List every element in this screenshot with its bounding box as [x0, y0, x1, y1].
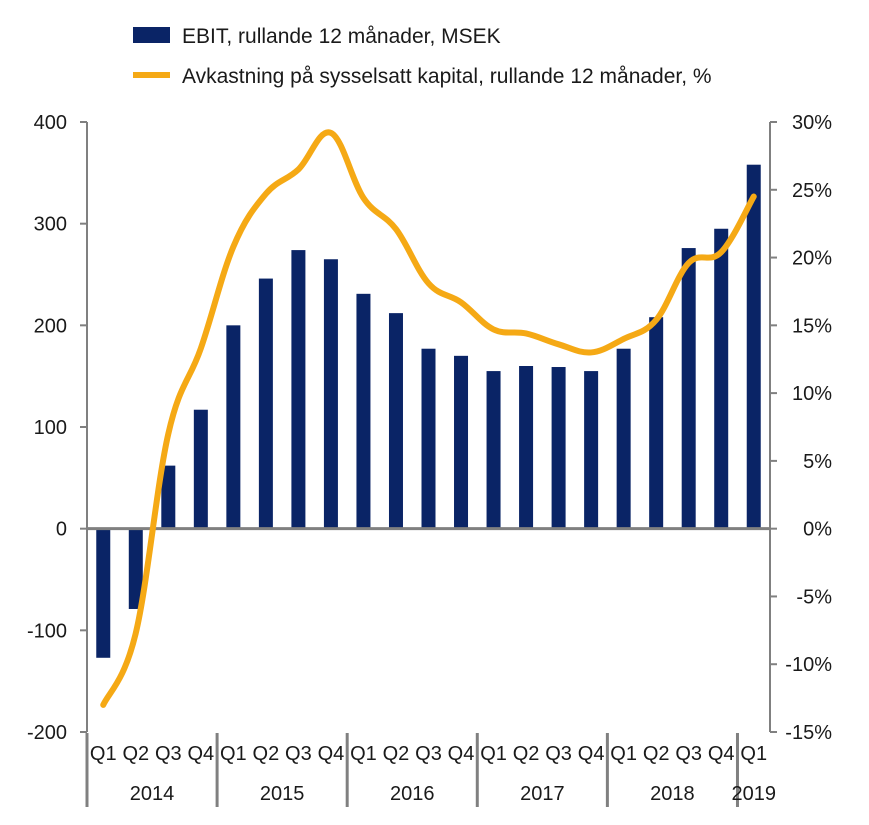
y-left-tick-label: -100 [27, 620, 67, 642]
bar-ebit [649, 317, 664, 529]
bar-ebit [681, 248, 696, 529]
y-left-tick-label: 0 [56, 519, 67, 541]
x-year-label: 2017 [520, 783, 565, 805]
x-year-label: 2016 [390, 783, 435, 805]
bar-ebit [519, 366, 534, 529]
x-quarter-label: Q4 [318, 743, 345, 765]
y-left-tick-label: -200 [27, 722, 67, 744]
bar-ebit [96, 528, 111, 658]
x-quarter-label: Q1 [90, 743, 117, 765]
x-quarter-label: Q1 [350, 743, 377, 765]
x-quarter-label: Q2 [513, 743, 540, 765]
line-roce [100, 129, 757, 708]
x-quarter-label: Q3 [675, 743, 702, 765]
bar-ebit [616, 348, 631, 529]
bar-ebit [356, 293, 371, 529]
x-year-label: 2019 [731, 783, 776, 805]
bar-ebit [714, 228, 729, 529]
legend-label-ebit: EBIT, rullande 12 månader, MSEK [182, 25, 501, 48]
bar-ebit [128, 528, 143, 609]
x-quarter-label: Q4 [187, 743, 214, 765]
x-quarter-label: Q3 [545, 743, 572, 765]
y-right-tick-label: 5% [803, 451, 832, 473]
legend: EBIT, rullande 12 månader, MSEK Avkastni… [133, 25, 712, 88]
x-quarter-label: Q3 [155, 743, 182, 765]
x-year-label: 2015 [260, 783, 305, 805]
y-right-tick-label: 15% [792, 315, 832, 337]
x-quarter-label: Q2 [643, 743, 670, 765]
bar-ebit [551, 367, 566, 529]
bar-ebit [161, 465, 176, 529]
x-quarter-label: Q2 [253, 743, 280, 765]
x-quarter-label: Q2 [122, 743, 149, 765]
x-quarter-label: Q1 [610, 743, 637, 765]
y-right-tick-label: -10% [785, 654, 832, 676]
x-quarter-label: Q3 [415, 743, 442, 765]
x-quarter-label: Q1 [740, 743, 767, 765]
x-quarter-label: Q3 [285, 743, 312, 765]
x-quarter-label: Q4 [708, 743, 735, 765]
y-left-tick-label: 200 [34, 315, 67, 337]
bar-ebit [746, 164, 761, 529]
plot-area: 400 300 200 100 0 -100 -200 30% 25% 20% 15% 10% 5% 0%… [27, 112, 832, 807]
bar-ebit [258, 278, 273, 529]
x-year-label: 2014 [130, 783, 175, 805]
x-quarter-label: Q4 [578, 743, 605, 765]
bar-ebit [193, 409, 208, 529]
bar-ebit [291, 250, 306, 529]
y-right-tick-label: 25% [792, 180, 832, 202]
y-left-tick-label: 400 [34, 112, 67, 134]
x-quarter-label: Q4 [448, 743, 475, 765]
y-right-tick-label: 10% [792, 383, 832, 405]
x-quarter-label: Q1 [480, 743, 507, 765]
y-right-tick-label: 0% [803, 519, 832, 541]
y-right-tick-label: 20% [792, 248, 832, 270]
x-year-label: 2018 [650, 783, 695, 805]
bar-ebit [388, 313, 403, 529]
y-right-tick-label: -5% [796, 586, 832, 608]
y-left-tick-label: 300 [34, 214, 67, 236]
y-right-tick-label: 30% [792, 112, 832, 134]
bar-ebit [584, 371, 599, 529]
bar-ebit [421, 348, 436, 529]
bar-ebit [454, 355, 469, 529]
legend-bar-swatch [133, 27, 170, 43]
x-quarter-label: Q2 [383, 743, 410, 765]
bar-ebit [226, 325, 241, 529]
y-right-tick-label: -15% [785, 722, 832, 744]
x-quarter-label: Q1 [220, 743, 247, 765]
legend-label-roce: Avkastning på sysselsatt kapital, rullan… [182, 65, 712, 88]
y-left-tick-label: 100 [34, 417, 67, 439]
bar-ebit [486, 371, 501, 529]
bar-ebit [323, 259, 338, 529]
